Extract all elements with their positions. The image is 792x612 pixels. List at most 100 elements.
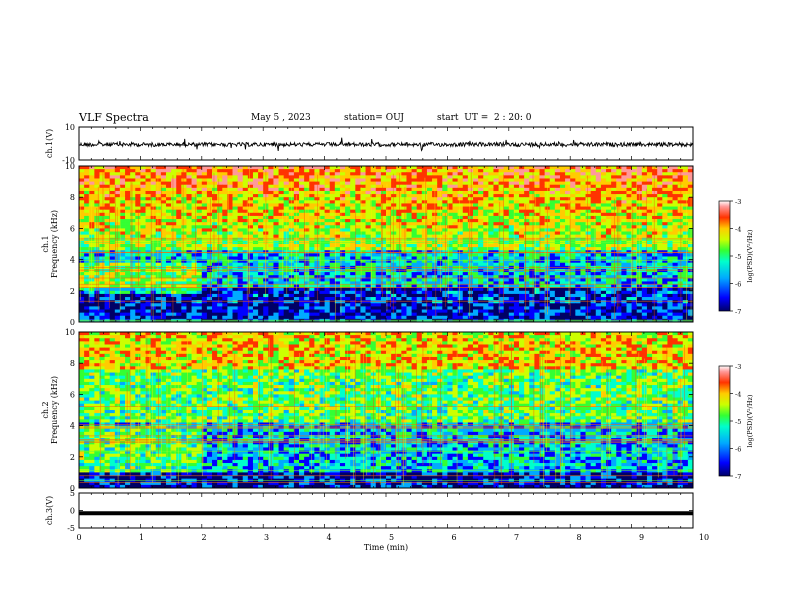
spectrogram-cell	[319, 231, 325, 236]
spectrogram-cell	[89, 197, 95, 201]
spectrogram-cell	[304, 244, 310, 248]
spectrogram-cell	[549, 284, 556, 289]
spectrogram-cell	[217, 187, 223, 192]
spectrogram-cell	[585, 206, 592, 211]
spectrogram-cell	[478, 231, 484, 236]
spectrogram-cell	[631, 169, 638, 173]
spectrogram-cell	[339, 172, 346, 176]
spectrogram-cell	[247, 206, 254, 211]
spectrogram-cell	[104, 222, 111, 226]
spectrogram-cell	[196, 169, 203, 173]
spectrogram-cell	[360, 178, 366, 182]
spectrogram-cell	[493, 275, 499, 279]
spectrogram-cell	[99, 219, 105, 223]
spectrogram-cell	[160, 166, 167, 170]
spectrogram-cell	[472, 200, 479, 204]
spectrogram-cell	[380, 215, 387, 220]
spectrogram-cell	[176, 262, 182, 267]
spectrogram-cell	[365, 215, 372, 220]
spectrogram-cell	[401, 290, 407, 295]
spectrogram-cell	[554, 219, 561, 223]
spectrogram-cell	[606, 166, 612, 170]
spectrogram-cell	[682, 281, 689, 285]
spectrogram-cell	[539, 175, 546, 179]
spectrogram-cell	[145, 222, 152, 226]
spectrogram-cell	[595, 275, 602, 279]
spectrogram-cell	[140, 181, 146, 186]
spectrogram-cell	[237, 228, 244, 232]
spectrogram-cell	[258, 287, 264, 292]
spectrogram-cell	[232, 187, 239, 192]
spectrogram-cell	[268, 256, 274, 260]
spectrogram-cell	[135, 175, 141, 179]
spectrogram-cell	[99, 206, 105, 211]
spectrogram-cell	[565, 172, 571, 176]
spectrogram-cell	[299, 190, 305, 195]
spectrogram-cell	[472, 187, 479, 192]
spectrogram-cell	[483, 222, 489, 226]
spectrogram-cell	[667, 268, 673, 273]
spectrogram-cell	[406, 284, 412, 289]
spectrogram-cell	[278, 187, 285, 192]
spectrogram-cell	[472, 256, 479, 260]
spectrogram-cell	[201, 175, 208, 179]
spectrogram-cell	[626, 222, 632, 226]
spectrogram-cell	[554, 172, 561, 176]
spectrogram-cell	[575, 287, 581, 292]
spectrogram-cell	[416, 275, 423, 279]
spectrogram-cell	[483, 281, 489, 285]
spectrogram-cell	[94, 194, 100, 198]
spectrogram-cell	[529, 172, 535, 176]
spectrogram-cell	[258, 209, 264, 214]
spectrogram-cell	[595, 203, 602, 207]
spectrogram-cell	[84, 228, 90, 232]
spectrogram-cell	[646, 228, 653, 232]
spectrogram-cell	[662, 206, 668, 211]
spectrogram-cell	[314, 259, 320, 264]
spectrogram-cell	[140, 259, 146, 264]
spectrogram-cell	[396, 284, 402, 289]
spectrogram-cell	[370, 209, 377, 214]
spectrogram-cell	[442, 175, 448, 179]
spectrogram-cell	[89, 178, 95, 182]
spectrogram-cell	[386, 178, 392, 182]
spectrogram-cell	[411, 244, 418, 248]
spectrogram-cell	[391, 203, 397, 207]
spectrogram-cell	[483, 290, 489, 295]
spectrogram-cell	[268, 244, 274, 248]
spectrogram-cell	[452, 194, 459, 198]
spectrogram-cell	[426, 278, 433, 282]
spectrogram-cell	[155, 187, 162, 192]
spectrogram-cell	[339, 200, 346, 204]
spectrogram-cell	[293, 166, 300, 170]
spectrogram-cell	[334, 181, 341, 186]
spectrogram-cell	[237, 219, 244, 223]
spectrogram-cell	[314, 219, 320, 223]
spectrogram-cell	[176, 244, 182, 248]
spectrogram-cell	[452, 231, 459, 236]
spectrogram-cell	[595, 284, 602, 289]
spectrogram-cell	[299, 194, 305, 198]
spectrogram-cell	[217, 175, 223, 179]
spectrogram-cell	[186, 172, 192, 176]
spectrogram-cell	[227, 169, 233, 173]
spectrogram-cell	[339, 247, 346, 251]
spectrogram-cell	[176, 222, 182, 226]
spectrogram-cell	[677, 219, 684, 223]
spectrogram-cell	[544, 169, 551, 173]
spectrogram-cell	[206, 287, 213, 292]
spectrogram-cell	[452, 247, 459, 251]
spectrogram-cell	[227, 209, 233, 214]
spectrogram-cell	[652, 225, 658, 229]
spectrogram-cell	[667, 244, 673, 248]
spectrogram-cell	[201, 284, 208, 289]
spectrogram-cell	[130, 228, 136, 232]
spectrogram-cell	[524, 256, 530, 260]
spectrogram-cell	[89, 247, 95, 251]
spectrogram-cell	[370, 287, 377, 292]
spectrogram-cell	[478, 290, 484, 295]
spectrogram-cell	[145, 284, 152, 289]
spectrogram-cell	[662, 209, 668, 214]
spectrogram-cell	[160, 284, 167, 289]
spectrogram-cell	[201, 244, 208, 248]
